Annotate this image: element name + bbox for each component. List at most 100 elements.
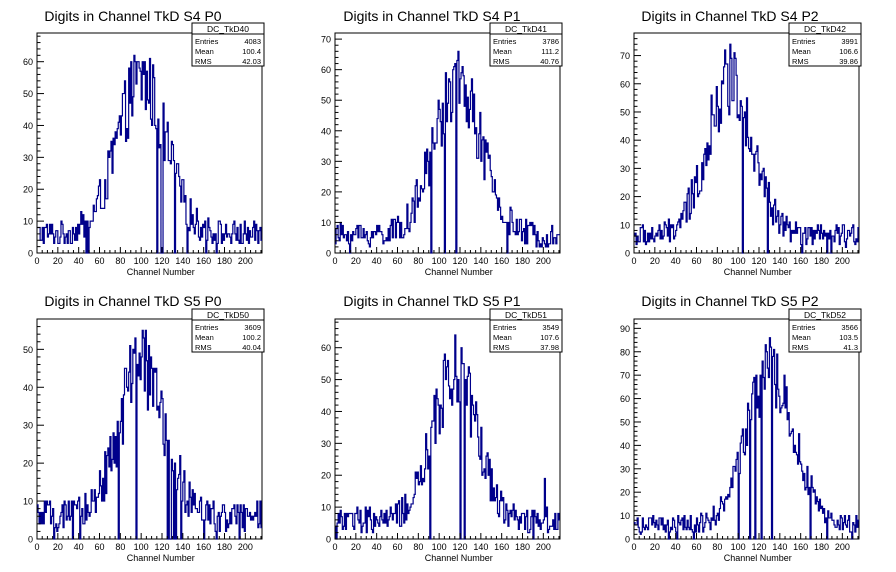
- chart-title: Digits in Channel TkD S5 P0: [44, 293, 221, 309]
- stats-entries-value: 3786: [542, 37, 559, 46]
- x-tick-label: 100: [134, 256, 149, 266]
- x-tick-label: 80: [115, 256, 125, 266]
- plot-frame: [36, 318, 263, 540]
- stats-rms-value: 39.86: [839, 57, 858, 66]
- stats-mean-label: Mean: [493, 333, 512, 342]
- x-tick-label: 200: [536, 542, 551, 552]
- plot-frame: [36, 32, 263, 254]
- x-tick-label: 140: [772, 256, 787, 266]
- x-tick-label: 60: [691, 256, 701, 266]
- chart-title: Digits in Channel TkD S5 P1: [343, 293, 520, 309]
- x-axis-label: Channel Number: [127, 267, 195, 277]
- stats-rms-label: RMS: [493, 57, 510, 66]
- x-tick-label: 100: [432, 256, 447, 266]
- stats-entries-label: Entries: [195, 37, 219, 46]
- y-tick-label: 60: [321, 343, 331, 353]
- x-tick-label: 100: [432, 542, 447, 552]
- histogram-panel: Digits in Channel TkD S4 P20 20 40 60 80 100 1…: [620, 8, 862, 277]
- x-tick-label: 0: [34, 256, 39, 266]
- stats-box-frame: [788, 308, 862, 353]
- stats-box-frame: [788, 22, 862, 67]
- x-tick-label: 60: [94, 542, 104, 552]
- y-tick-label: 70: [620, 371, 630, 381]
- x-tick-label: 180: [814, 256, 829, 266]
- chart-title: Digits in Channel TkD S4 P0: [44, 8, 221, 24]
- x-axis-label: Channel Number: [724, 267, 792, 277]
- stats-mean-value: 103.5: [839, 333, 858, 342]
- stats-mean-value: 100.4: [242, 47, 261, 56]
- x-tick-label: 0: [631, 256, 636, 266]
- x-tick-label: 200: [238, 542, 253, 552]
- y-tick-label: 90: [620, 324, 630, 334]
- stats-box: DC_TkD52 Entries 3566 Mean 103.5 RMS 41.3: [788, 308, 862, 353]
- stats-rms-label: RMS: [195, 343, 212, 352]
- y-tick-label: 20: [321, 471, 331, 481]
- stats-name: DC_TkD42: [804, 24, 846, 34]
- y-tick-label: 20: [23, 185, 33, 195]
- x-tick-label: 180: [217, 256, 232, 266]
- stats-mean-label: Mean: [195, 333, 214, 342]
- stats-mean-label: Mean: [195, 47, 214, 56]
- x-tick-label: 20: [351, 256, 361, 266]
- y-tick-label: 50: [321, 375, 331, 385]
- histogram-line: [335, 50, 560, 254]
- x-tick-label: 140: [175, 256, 190, 266]
- stats-name: DC_TkD40: [207, 24, 249, 34]
- stats-entries-value: 3991: [841, 37, 858, 46]
- x-tick-label: 20: [53, 542, 63, 552]
- x-tick-label: 0: [34, 542, 39, 552]
- chart-title: Digits in Channel TkD S5 P2: [641, 293, 818, 309]
- y-tick-label: 10: [620, 511, 630, 521]
- y-tick-label: 70: [620, 51, 630, 61]
- stats-box-frame: [191, 22, 265, 67]
- chart-title: Digits in Channel TkD S4 P2: [641, 8, 818, 24]
- stats-rms-value: 40.76: [540, 57, 559, 66]
- y-tick-label: 10: [23, 497, 33, 507]
- stats-mean-value: 107.6: [540, 333, 559, 342]
- y-tick-label: 50: [23, 89, 33, 99]
- x-tick-label: 160: [494, 256, 509, 266]
- x-tick-label: 160: [196, 542, 211, 552]
- x-tick-label: 100: [731, 256, 746, 266]
- y-tick-label: 0: [326, 535, 331, 545]
- stats-entries-value: 3566: [841, 323, 858, 332]
- y-tick-label: 0: [28, 249, 33, 259]
- histogram-panel: Digits in Channel TkD S4 P10 20 40 60 80 100 1…: [321, 8, 563, 277]
- y-tick-label: 40: [321, 407, 331, 417]
- histogram-line: [634, 337, 859, 540]
- x-tick-label: 180: [814, 542, 829, 552]
- stats-rms-value: 41.3: [843, 343, 858, 352]
- histogram-panel: Digits in Channel TkD S4 P00 20 40 60 80 100 1…: [23, 8, 265, 277]
- y-tick-label: 70: [321, 35, 331, 45]
- x-tick-label: 160: [793, 256, 808, 266]
- x-tick-label: 80: [712, 542, 722, 552]
- stats-rms-value: 42.03: [242, 57, 261, 66]
- x-tick-label: 120: [751, 542, 766, 552]
- x-axis-label: Channel Number: [724, 553, 792, 563]
- y-tick-label: 50: [620, 417, 630, 427]
- y-tick-label: 20: [620, 488, 630, 498]
- stats-rms-label: RMS: [493, 343, 510, 352]
- x-tick-label: 180: [515, 256, 530, 266]
- x-tick-label: 120: [154, 256, 169, 266]
- x-tick-label: 20: [650, 542, 660, 552]
- stats-name: DC_TkD51: [505, 310, 547, 320]
- stats-box-frame: [191, 308, 265, 353]
- stats-rms-value: 40.04: [242, 343, 261, 352]
- stats-mean-label: Mean: [792, 333, 811, 342]
- x-tick-label: 100: [134, 542, 149, 552]
- y-tick-label: 0: [625, 249, 630, 259]
- y-tick-label: 40: [620, 441, 630, 451]
- y-tick-label: 10: [620, 220, 630, 230]
- x-tick-label: 20: [650, 256, 660, 266]
- y-tick-label: 20: [23, 459, 33, 469]
- x-tick-label: 180: [217, 542, 232, 552]
- stats-mean-label: Mean: [493, 47, 512, 56]
- stats-entries-value: 3609: [244, 323, 261, 332]
- stats-mean-label: Mean: [792, 47, 811, 56]
- x-tick-label: 40: [74, 542, 84, 552]
- y-tick-label: 10: [321, 218, 331, 228]
- x-tick-label: 80: [115, 542, 125, 552]
- y-tick-label: 0: [28, 535, 33, 545]
